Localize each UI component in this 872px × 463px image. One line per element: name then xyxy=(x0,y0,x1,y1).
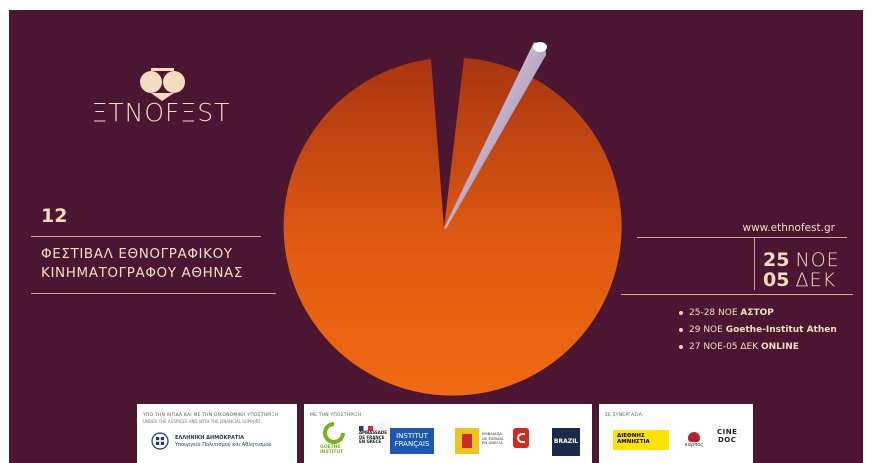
pie-wedge xyxy=(444,42,547,229)
brazil-logo: BRAZIL xyxy=(552,428,580,456)
institut-francais-logo: INSTITUT FRANÇAIS xyxy=(390,428,434,454)
festival-dates: 25 ΝΟΕ 05 ΔΕΚ xyxy=(763,250,843,290)
greek-emblem-icon xyxy=(151,432,169,450)
karpos-icon xyxy=(688,432,700,442)
date-divider xyxy=(754,238,755,290)
start-month: ΝΟΕ xyxy=(795,249,840,271)
sponsor-panel-auspices: ΥΠΟ ΤΗΝ ΑΙΓΙΔΑ ΚΑΙ ΜΕ ΤΗΝ ΟΙΚΟΝΟΜΙΚΗ ΥΠΟ… xyxy=(137,404,297,463)
divider-left-bottom xyxy=(31,293,276,294)
ministry-text: Υπουργείο Πολιτισμού και Αθλητισμού xyxy=(175,442,272,448)
festival-poster: ΞΤΝΟFΞST 12 ΦΕΣΤΙΒΑΛ ΕΘΝΟΓΡΑΦΙΚΟΥ ΚΙΝΗΜΑ… xyxy=(9,10,863,463)
amnesty-logo: ΔΙΕΘΝΗΣ ΑΜΝΗΣΤΙΑ xyxy=(613,430,669,450)
cervantes-logo-icon xyxy=(513,428,529,448)
venue-item: 27 ΝΟΕ-05 ΔΕΚ ONLINE xyxy=(679,339,837,356)
wedge-tip xyxy=(533,42,547,52)
festival-title-line2: ΚΙΝΗΜΑΤΟΓΡΑΦΟΥ ΑΘΗΝΑΣ xyxy=(41,265,244,281)
support-label: ΜΕ ΤΗΝ ΥΠΟΣΤΗΡΙΞΗ xyxy=(310,413,362,418)
pie-body xyxy=(283,58,622,396)
spain-crest-icon xyxy=(455,428,479,454)
bullet-icon xyxy=(679,310,683,315)
ethnofest-logo: ΞΤΝΟFΞST xyxy=(91,68,231,138)
karpos-logo: καρπός xyxy=(683,432,705,448)
embajada-text: EMBAJADA DE ESPAÑA EN GRECIA xyxy=(482,431,504,445)
logo-text: ΞΤΝΟFΞST xyxy=(91,98,231,127)
cooperation-label: ΣΕ ΣΥΝΕΡΓΑΣΙΑ xyxy=(605,413,643,418)
bullet-icon xyxy=(679,344,683,349)
sponsor-panel-cooperation: ΣΕ ΣΥΝΕΡΓΑΣΙΑ ΔΙΕΘΝΗΣ ΑΜΝΗΣΤΙΑ καρπός CI… xyxy=(599,404,753,463)
divider-right-top xyxy=(637,237,847,238)
pie-graphic xyxy=(283,42,622,396)
auspices-label: ΥΠΟ ΤΗΝ ΑΙΓΙΔΑ ΚΑΙ ΜΕ ΤΗΝ ΟΙΚΟΝΟΜΙΚΗ ΥΠΟ… xyxy=(143,413,279,418)
ambassade-logo: AMBASSADE DE FRANCE EN GRÈCE xyxy=(359,426,387,445)
venue-item: 29 ΝΟΕ Goethe-Institut Athen xyxy=(679,322,837,339)
goethe-logo-icon xyxy=(323,422,345,444)
sponsor-panel-support: ΜΕ ΤΗΝ ΥΠΟΣΤΗΡΙΞΗ GOETHE INSTITUT AMBASS… xyxy=(304,404,592,463)
end-day: 05 xyxy=(763,269,790,291)
goethe-text: GOETHE INSTITUT xyxy=(320,445,344,455)
divider-left-top xyxy=(31,236,261,237)
bullet-icon xyxy=(679,327,683,332)
end-month: ΔΕΚ xyxy=(795,269,836,291)
auspices-label-en: UNDER THE AUSPICES AND WITH THE FINANCIA… xyxy=(143,419,261,424)
cinedoc-logo: CINE DOC xyxy=(717,428,738,444)
festival-title-line1: ΦΕΣΤΙΒΑΛ ΕΘΝΟΓΡΑΦΙΚΟΥ xyxy=(41,246,233,262)
owl-eyes-icon xyxy=(140,68,185,101)
edition-number: 12 xyxy=(41,205,68,227)
divider-right-bottom xyxy=(621,294,853,295)
website-link[interactable]: www.ethnofest.gr xyxy=(742,222,835,234)
venue-item: 25-28 ΝΟΕ ΑΣΤΟΡ xyxy=(679,305,837,322)
greek-republic-text: ΕΛΛΗΝΙΚΗ ΔΗΜΟΚΡΑΤΙΑ xyxy=(175,435,245,441)
start-day: 25 xyxy=(763,249,790,271)
venue-list: 25-28 ΝΟΕ ΑΣΤΟΡ 29 ΝΟΕ Goethe-Institut A… xyxy=(679,305,837,356)
